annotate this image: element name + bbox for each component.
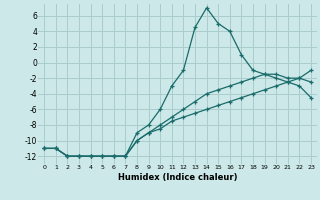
X-axis label: Humidex (Indice chaleur): Humidex (Indice chaleur) xyxy=(118,173,237,182)
